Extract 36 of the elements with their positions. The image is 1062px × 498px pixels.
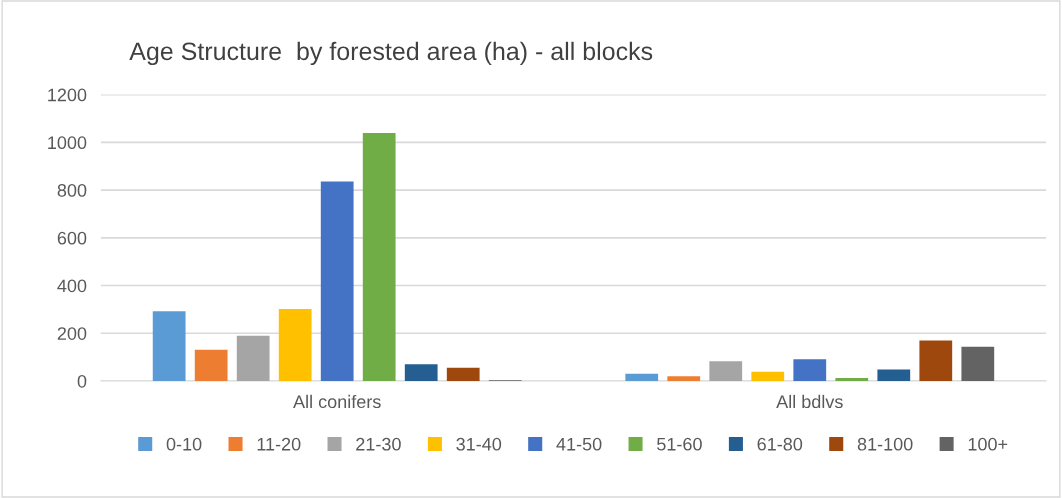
legend-label: 100+ (968, 437, 1008, 451)
bar (236, 335, 270, 381)
legend-label: 51-60 (657, 437, 702, 451)
bar (877, 369, 911, 381)
legend-label: 0-10 (166, 437, 202, 451)
bar (667, 376, 701, 381)
bar (152, 311, 186, 381)
x-tick-label: All bdlvs (776, 394, 843, 409)
bar (278, 308, 312, 381)
legend-label: 61-80 (757, 437, 803, 451)
bar (320, 181, 354, 381)
bar (793, 359, 827, 381)
legend-label: 81-100 (857, 437, 913, 451)
legend-label: 11-20 (257, 437, 301, 451)
bar (404, 364, 438, 381)
y-tick-label: 600 (57, 231, 87, 245)
y-tick-label: 800 (57, 184, 87, 197)
chart-title: Age Structure by forested area (ha) - all blocks (129, 41, 653, 66)
bar (709, 361, 743, 381)
bar (835, 378, 869, 381)
legend-label: 41-50 (556, 437, 602, 451)
bar (194, 349, 228, 381)
bar (362, 133, 396, 381)
y-tick-label: 1200 (48, 88, 87, 102)
bar (625, 373, 659, 381)
bar (751, 371, 785, 381)
y-tick-label: 0 (77, 374, 87, 388)
x-tick-label: All conifers (293, 394, 381, 409)
legend-label: 31-40 (456, 437, 502, 451)
bar (961, 346, 995, 381)
y-tick-label: 200 (57, 327, 87, 340)
bar (446, 367, 480, 381)
y-tick-label: 400 (57, 279, 87, 293)
legend-label: 21-30 (356, 437, 401, 451)
y-tick-label: 1000 (48, 136, 87, 150)
bar (919, 340, 953, 381)
